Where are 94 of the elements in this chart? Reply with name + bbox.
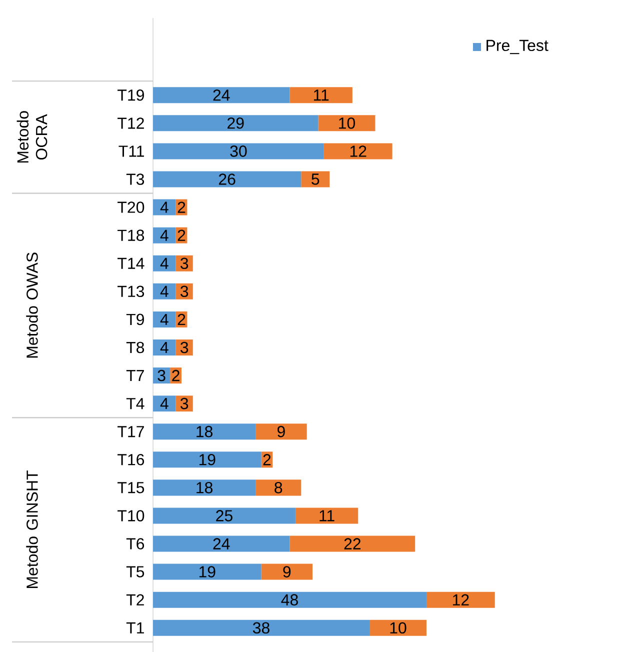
- bar: [153, 564, 262, 580]
- bar: [153, 396, 176, 412]
- data-label: 4: [160, 202, 168, 213]
- bar: [290, 87, 352, 104]
- data-label: 4: [160, 258, 168, 269]
- bar: [153, 480, 256, 496]
- text: Metodo OWAS: [26, 252, 38, 358]
- data-label: 3: [180, 258, 188, 270]
- data-label: 2: [178, 202, 186, 213]
- bar: [295, 508, 358, 524]
- data-label: 2: [178, 230, 186, 241]
- data-label: 3: [180, 342, 188, 354]
- bar: [290, 536, 416, 552]
- data-label: 5: [312, 174, 320, 185]
- bar: [301, 171, 330, 188]
- y-tick-label: T6: [126, 538, 144, 550]
- data-label: 24: [213, 538, 230, 550]
- text: Metodo OCRA: [16, 111, 48, 163]
- data-label: 18: [196, 426, 212, 438]
- bar: [153, 171, 302, 188]
- data-label: 24: [213, 90, 230, 101]
- data-label: 2: [178, 314, 186, 326]
- data-label: 12: [350, 146, 366, 157]
- bar: [153, 115, 318, 132]
- text: Metodo GINSHT: [26, 470, 38, 588]
- bar: [153, 536, 290, 552]
- bar: [153, 452, 262, 468]
- y-tick-label: T20: [118, 202, 144, 213]
- y-tick-label: T7: [126, 370, 144, 382]
- data-label: 22: [344, 538, 361, 550]
- data-label: 19: [199, 454, 216, 466]
- data-label: 48: [281, 594, 298, 606]
- bar: [261, 564, 313, 580]
- bar: [256, 480, 302, 496]
- bar: [153, 592, 426, 608]
- y-tick-label: T11: [118, 146, 144, 157]
- data-label: 4: [160, 342, 168, 353]
- y-tick-label: T9: [126, 314, 144, 326]
- bar: [370, 620, 426, 636]
- data-label: 4: [160, 286, 168, 297]
- data-label: 4: [160, 398, 168, 410]
- data-label: 2: [263, 454, 271, 466]
- y-tick-label: T10: [118, 510, 144, 522]
- data-label: 3: [158, 370, 166, 382]
- data-label: 9: [277, 426, 285, 438]
- data-label: 19: [199, 566, 216, 578]
- bar: [256, 424, 307, 440]
- y-tick-label: T3: [126, 174, 144, 185]
- bar: [153, 143, 324, 160]
- y-tick-label: T5: [126, 566, 144, 578]
- data-label: 18: [196, 482, 212, 494]
- data-label: 3: [180, 398, 188, 410]
- y-tick-label: T2: [126, 594, 144, 606]
- bar: [153, 227, 176, 244]
- data-label: 11: [314, 90, 329, 101]
- data-label: 10: [390, 622, 406, 634]
- y-tick-label: T8: [126, 342, 144, 354]
- data-label: 2: [172, 370, 180, 382]
- y-tick-label: T12: [118, 118, 144, 129]
- data-label: 25: [216, 510, 232, 522]
- data-label: 38: [252, 622, 270, 634]
- bar: [153, 199, 176, 216]
- bar: [153, 283, 176, 300]
- y-tick-label: T13: [118, 286, 144, 298]
- data-label: 8: [274, 482, 282, 494]
- data-label: 11: [320, 510, 334, 522]
- y-tick-label: T15: [118, 482, 144, 494]
- bar: [426, 592, 495, 608]
- y-tick-label: T4: [126, 398, 144, 410]
- bar: [153, 87, 290, 104]
- bar: [153, 620, 370, 636]
- data-label: 12: [452, 594, 469, 606]
- bar: [153, 508, 296, 524]
- bar: [153, 255, 176, 272]
- bar: [153, 339, 176, 356]
- data-label: 26: [218, 174, 236, 185]
- y-tick-label: T18: [118, 230, 144, 241]
- y-tick-label: T14: [118, 258, 144, 269]
- legend-label: Pre_Test: [486, 40, 548, 54]
- y-tick-label: T19: [118, 89, 144, 101]
- bar: [153, 424, 256, 440]
- data-label: 3: [180, 286, 188, 298]
- data-label: 30: [230, 146, 247, 157]
- bar: [153, 311, 176, 328]
- bar: [318, 115, 376, 132]
- data-label: 4: [160, 314, 168, 325]
- data-label: 29: [228, 117, 244, 129]
- y-tick-label: T16: [118, 454, 144, 466]
- data-label: 10: [339, 117, 355, 129]
- y-tick-label: T17: [118, 426, 144, 438]
- data-label: 9: [283, 566, 291, 578]
- bar: [324, 143, 392, 160]
- data-label: 4: [160, 230, 168, 241]
- y-tick-label: T1: [126, 622, 144, 634]
